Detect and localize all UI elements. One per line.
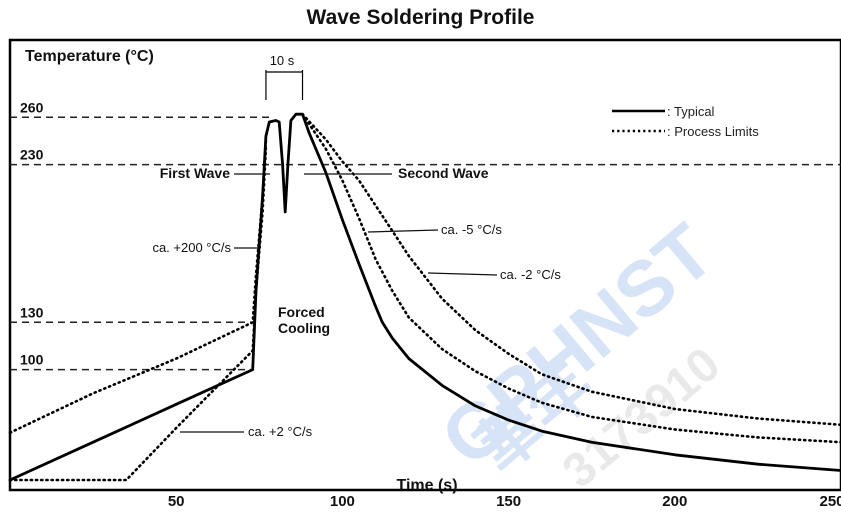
x-tick-label-200: 200 <box>662 493 687 510</box>
y-tick-label-230: 230 <box>20 147 44 163</box>
cooling-5-rate-label: ca. -5 °C/s <box>441 222 502 237</box>
x-tick-label-50: 50 <box>168 493 185 510</box>
x-tick-labels: 50 100 150 200 250 <box>168 493 841 510</box>
annotations: First Wave Second Wave ca. +200 °C/s ca.… <box>152 165 561 439</box>
legend: : Typical : Process Limits <box>612 104 759 139</box>
y-tick-label-100: 100 <box>20 352 44 368</box>
y-tick-labels: 100 130 230 260 <box>20 99 44 367</box>
forced-cooling-label-line2: Cooling <box>278 320 330 336</box>
x-tick-label-250: 250 <box>819 493 841 510</box>
series-line-1 <box>8 147 268 482</box>
series-line-4 <box>301 112 841 427</box>
series-layer <box>8 112 841 482</box>
legend-typical-label: : Typical <box>667 104 715 119</box>
second-wave-label: Second Wave <box>398 165 489 181</box>
x-tick-label-100: 100 <box>330 493 355 510</box>
ramp-up-rate-label: ca. +200 °C/s <box>152 240 231 255</box>
x-axis-label: Time (s) <box>396 477 457 494</box>
reference-lines <box>10 116 841 371</box>
ten-second-bracket: 10 s <box>265 53 304 100</box>
y-tick-label-260: 260 <box>20 99 44 115</box>
ten-seconds-label: 10 s <box>270 53 295 68</box>
cooling-2-rate-label: ca. -2 °C/s <box>500 267 561 282</box>
x-tick-label-150: 150 <box>496 493 521 510</box>
cooling-5-leader <box>367 229 439 233</box>
legend-process-limits-label: : Process Limits <box>667 124 759 139</box>
chart-title: Wave Soldering Profile <box>306 6 535 29</box>
series-line-3 <box>301 112 841 444</box>
plot-frame <box>8 38 841 492</box>
cooling-2-leader <box>427 272 498 276</box>
y-tick-label-130: 130 <box>20 304 44 320</box>
preheat-rate-label: ca. +2 °C/s <box>248 424 313 439</box>
series-line-2 <box>8 139 268 434</box>
forced-cooling-label-line1: Forced <box>278 304 325 320</box>
y-axis-label: Temperature (°C) <box>25 48 154 65</box>
first-wave-label: First Wave <box>160 165 230 181</box>
